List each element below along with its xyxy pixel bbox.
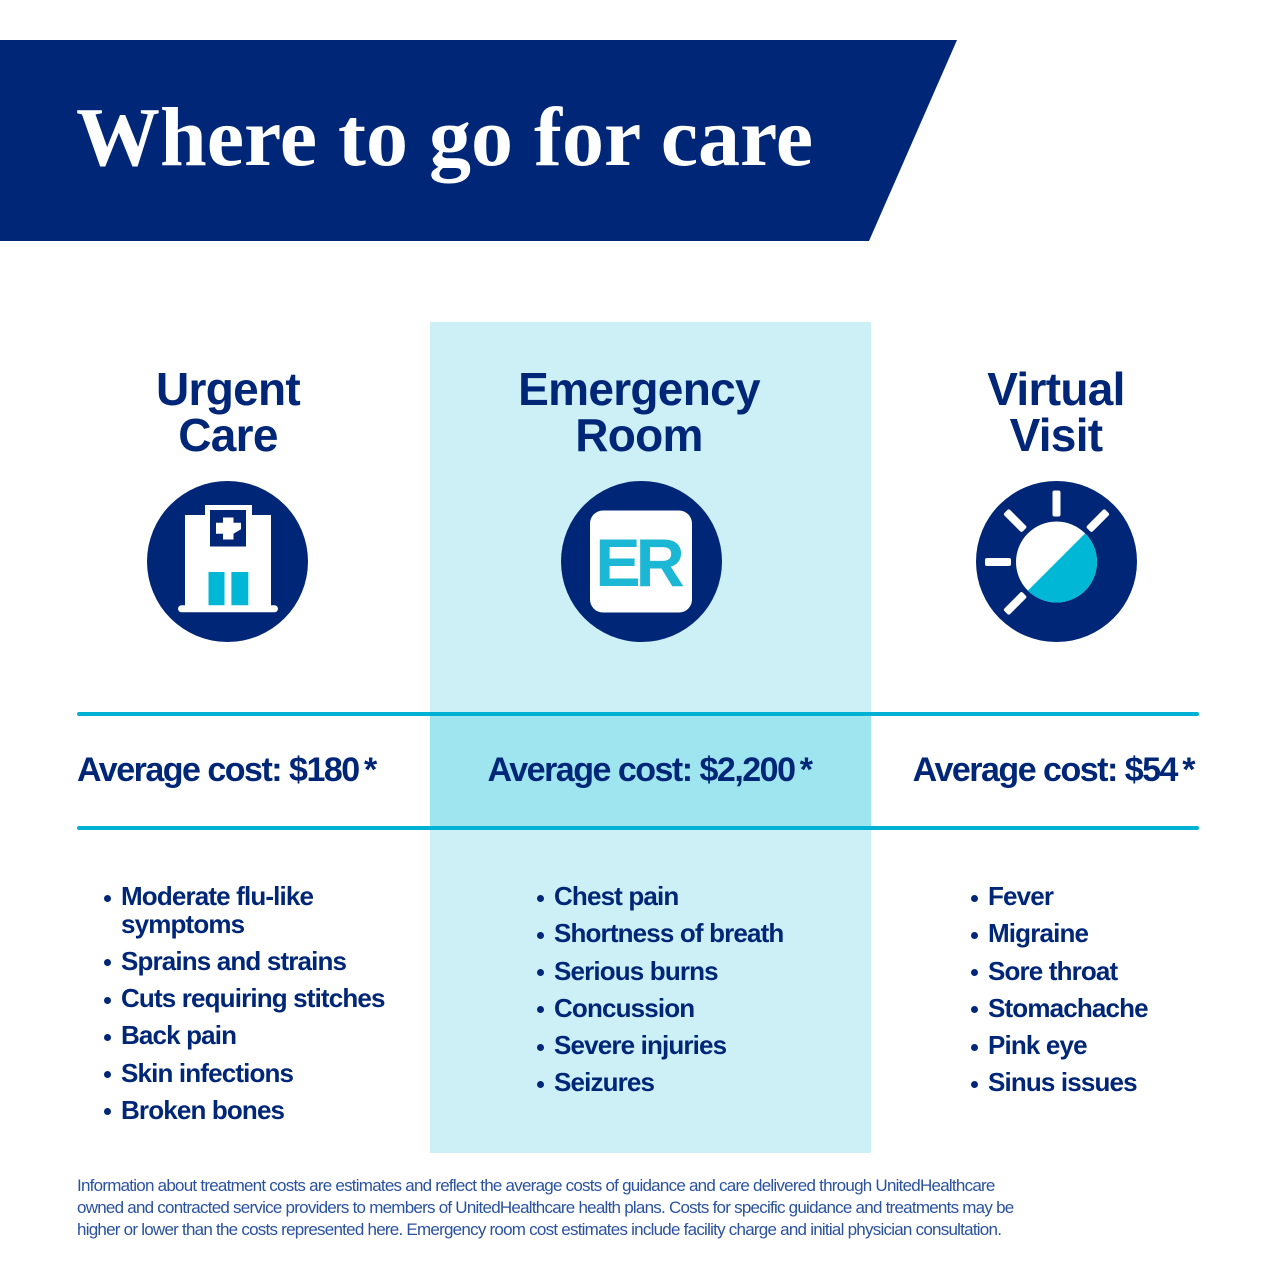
svg-text:ER: ER <box>595 525 683 601</box>
